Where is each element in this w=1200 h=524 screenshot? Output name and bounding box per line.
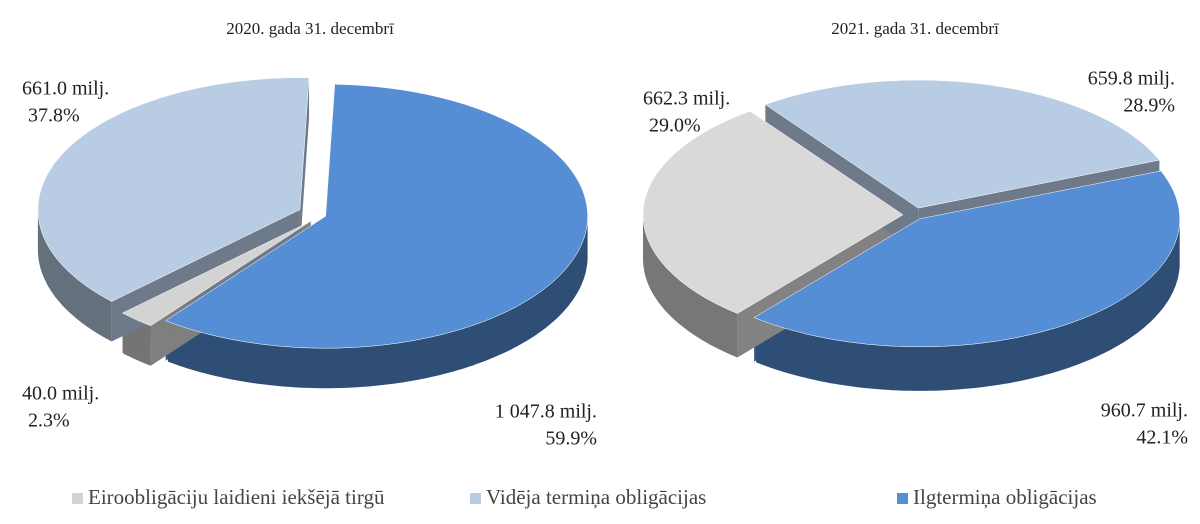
amount-label: 659.8 milj.: [1088, 68, 1175, 90]
value-label: 59.9%: [545, 428, 597, 450]
legend-swatch: [72, 493, 83, 504]
value-label: 29.0%: [649, 115, 701, 137]
legend-label: Ilgtermiņa obligācijas: [913, 485, 1097, 509]
slice: [37, 77, 310, 302]
slice: [753, 170, 1180, 348]
value-label: 2.3%: [28, 410, 70, 432]
slice: [121, 221, 311, 327]
slice-wall: [37, 209, 112, 342]
legend-swatch: [470, 493, 481, 504]
legend-swatch: [897, 493, 908, 504]
slice: [764, 79, 1160, 209]
slice-wall: [643, 215, 738, 358]
amount-label: 1 047.8 milj.: [495, 401, 597, 423]
slice: [642, 110, 904, 314]
slice-wall: [756, 221, 1180, 391]
chart-title: 2020. gada 31. decembrī: [226, 19, 394, 38]
legend-label: Vidēja termiņa obligācijas: [486, 485, 706, 509]
slice: [165, 84, 588, 349]
value-label: 28.9%: [1123, 95, 1175, 117]
amount-label: 960.7 milj.: [1101, 400, 1188, 422]
legend-label: Eiroobligāciju laidieni iekšējā tirgū: [88, 485, 385, 509]
slice-wall: [168, 218, 588, 389]
slice-side: [299, 77, 310, 250]
amount-label: 662.3 milj.: [643, 88, 730, 110]
amount-label: 40.0 milj.: [22, 383, 99, 405]
value-label: 37.8%: [28, 105, 80, 127]
chart-title: 2021. gada 31. decembrī: [831, 19, 999, 38]
value-label: 42.1%: [1136, 427, 1188, 449]
amount-label: 661.0 milj.: [22, 78, 109, 100]
